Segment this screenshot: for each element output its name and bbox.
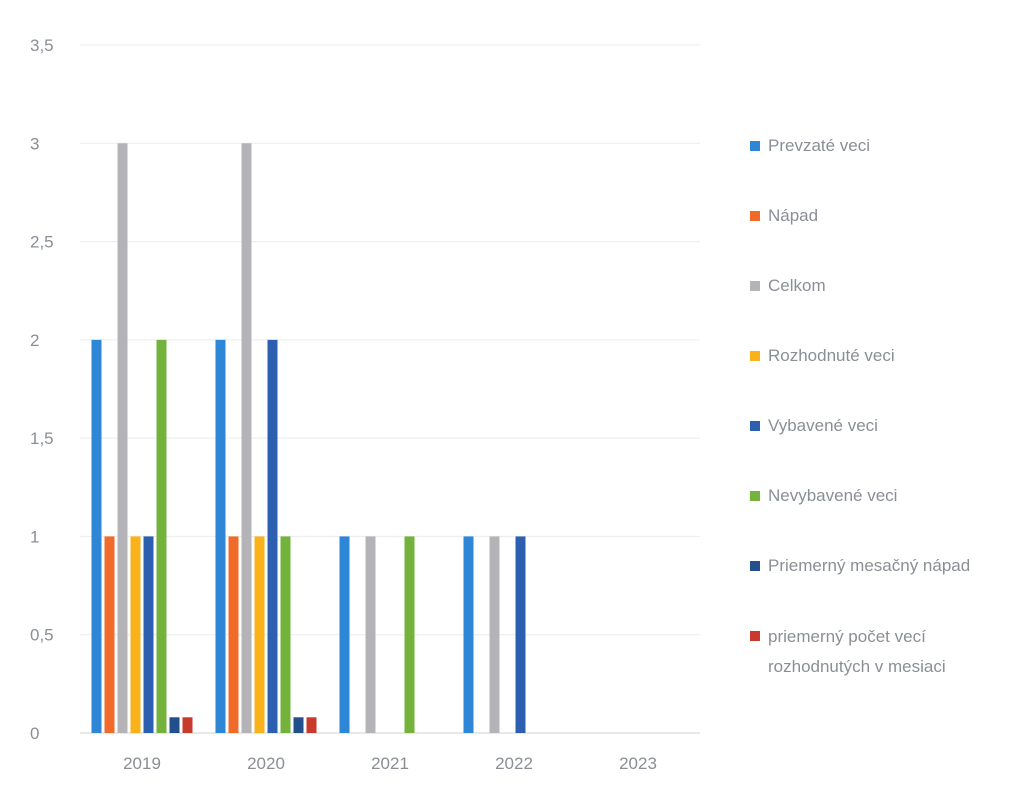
legend-label: Prevzaté veci [768, 136, 871, 155]
y-tick-label: 1 [30, 527, 39, 546]
legend-swatch [750, 281, 760, 291]
bar [293, 717, 304, 733]
bar [117, 143, 128, 734]
y-tick-label: 1,5 [30, 429, 54, 448]
bar [91, 339, 102, 733]
legend-swatch [750, 211, 760, 221]
legend-label: Nápad [768, 206, 819, 225]
bar [254, 536, 265, 733]
bar [215, 339, 226, 733]
y-tick-label: 2,5 [30, 233, 54, 252]
bar [365, 536, 376, 733]
bar [489, 536, 500, 733]
legend-item: Vybavené veci [750, 412, 1030, 482]
y-tick-label: 3 [30, 134, 39, 153]
x-tick-label: 2023 [619, 754, 657, 773]
bar [169, 717, 180, 733]
bar [339, 536, 350, 733]
bar [143, 536, 154, 733]
bars [91, 143, 526, 734]
legend-swatch [750, 351, 760, 361]
bar [463, 536, 474, 733]
legend-label: Rozhodnuté veci [768, 346, 895, 365]
bar [182, 717, 193, 733]
bar [241, 143, 252, 734]
legend-swatch [750, 421, 760, 431]
y-tick-label: 3,5 [30, 36, 54, 55]
bar [228, 536, 239, 733]
bar [130, 536, 141, 733]
x-axis-ticks: 2019 2020 2021 2022 2023 [123, 754, 657, 773]
legend-item: Nevybavené veci [750, 482, 1030, 552]
legend: Prevzaté veci Nápad Celkom Rozhodnuté veci V… [750, 132, 1030, 692]
x-tick-label: 2021 [371, 754, 409, 773]
y-tick-label: 0,5 [30, 626, 54, 645]
bar [515, 536, 526, 733]
legend-item: Rozhodnuté veci [750, 342, 1030, 412]
x-tick-label: 2022 [495, 754, 533, 773]
bar [280, 536, 291, 733]
legend-label: Celkom [768, 276, 826, 295]
legend-label: Vybavené veci [768, 416, 878, 435]
y-axis-ticks: 0 0,5 1 1,5 2 2,5 3 3,5 [30, 36, 54, 743]
x-tick-label: 2020 [247, 754, 285, 773]
legend-label: Nevybavené veci [768, 486, 898, 505]
legend-item: priemerný počet vecí rozhodnutých v mesi… [750, 622, 1030, 692]
y-tick-label: 2 [30, 331, 39, 350]
bar [104, 536, 115, 733]
bar [156, 339, 167, 733]
bar [404, 536, 415, 733]
legend-swatch [750, 561, 760, 571]
bar [267, 339, 278, 733]
legend-item: Priemerný mesačný nápad [750, 552, 1030, 622]
legend-item: Celkom [750, 272, 1030, 342]
legend-item: Nápad [750, 202, 1030, 272]
legend-swatch [750, 141, 760, 151]
legend-swatch [750, 631, 760, 641]
legend-label: priemerný počet vecí rozhodnutých v mesi… [768, 627, 946, 676]
legend-item: Prevzaté veci [750, 132, 1030, 202]
legend-swatch [750, 491, 760, 501]
x-tick-label: 2019 [123, 754, 161, 773]
y-tick-label: 0 [30, 724, 39, 743]
legend-label: Priemerný mesačný nápad [768, 556, 971, 575]
gridlines [80, 44, 700, 734]
bar [306, 717, 317, 733]
